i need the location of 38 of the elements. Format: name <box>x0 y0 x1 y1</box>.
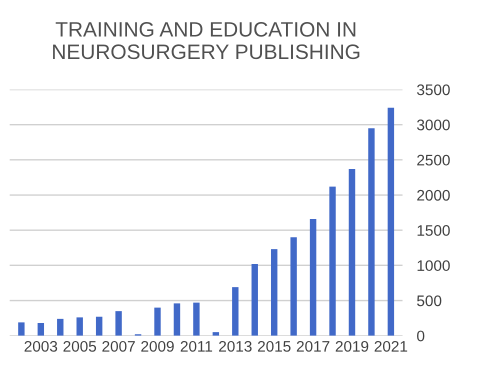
bar <box>96 316 102 336</box>
y-tick-label: 2500 <box>417 154 450 166</box>
bar <box>115 311 122 336</box>
x-tick-label: 2015 <box>258 340 291 352</box>
bar <box>76 317 83 336</box>
bar <box>193 302 200 336</box>
bar <box>348 169 356 336</box>
y-tick-label: 500 <box>417 295 442 306</box>
x-tick-label: 2007 <box>102 340 135 352</box>
x-tick-label: 2019 <box>336 340 368 352</box>
y-tick-label: 3000 <box>417 120 450 130</box>
y-tick-label: 1500 <box>418 225 450 236</box>
bar <box>18 322 25 336</box>
bar <box>368 128 375 336</box>
bar <box>252 264 258 336</box>
bar <box>232 287 239 336</box>
chart-title: TRAINING AND EDUCATION IN NEUROSURGERY PUBLISHING <box>53 22 360 60</box>
y-tick-label: 3500 <box>417 84 450 96</box>
bar <box>154 308 161 336</box>
bar <box>212 332 220 336</box>
bar <box>310 218 316 336</box>
y-tick-label: 1000 <box>418 260 450 272</box>
bar <box>270 249 278 336</box>
x-tick-label: 2011 <box>180 340 212 352</box>
x-tick-label: 2003 <box>24 340 58 352</box>
x-tick-label: 2009 <box>141 340 174 352</box>
bar <box>290 237 297 336</box>
bar <box>329 186 336 336</box>
x-tick-label: 2013 <box>219 340 252 352</box>
bar <box>57 318 64 336</box>
bar <box>388 108 394 336</box>
y-tick-label: 0 <box>417 330 424 342</box>
x-tick-label: 2005 <box>63 340 96 352</box>
bar <box>174 303 180 336</box>
bar <box>38 323 44 336</box>
x-tick-label: 2017 <box>296 340 330 352</box>
y-tick-label: 2000 <box>417 190 450 201</box>
x-tick-label: 2021 <box>374 340 408 352</box>
